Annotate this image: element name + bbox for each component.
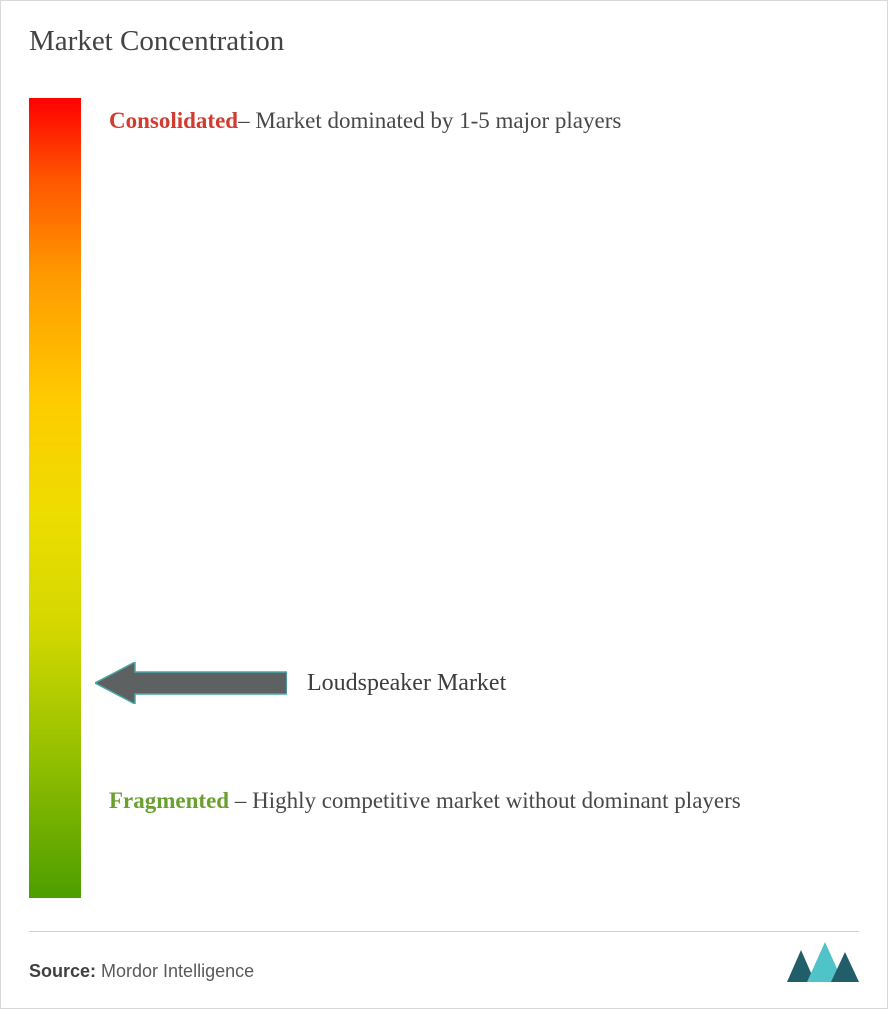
- logo-icon: [787, 942, 859, 982]
- fragmented-label: Fragmented – Highly competitive market w…: [109, 778, 839, 824]
- footer: Source: Mordor Intelligence: [29, 942, 859, 982]
- consolidated-label: Consolidated– Market dominated by 1-5 ma…: [109, 98, 839, 144]
- fragmented-description: – Highly competitive market without domi…: [229, 788, 741, 813]
- fragmented-word: Fragmented: [109, 788, 229, 813]
- consolidated-word: Consolidated: [109, 108, 238, 133]
- labels-area: Consolidated– Market dominated by 1-5 ma…: [81, 98, 859, 898]
- concentration-gradient-bar: [29, 98, 81, 898]
- arrow-left-icon: [95, 662, 287, 704]
- market-label: Loudspeaker Market: [307, 670, 506, 697]
- source-text: Mordor Intelligence: [96, 961, 254, 981]
- source-attribution: Source: Mordor Intelligence: [29, 961, 254, 982]
- consolidated-description: – Market dominated by 1-5 major players: [238, 108, 621, 133]
- page-title: Market Concentration: [29, 25, 859, 58]
- source-label: Source:: [29, 961, 96, 981]
- marker-row: Loudspeaker Market: [95, 662, 506, 704]
- footer-divider: [29, 931, 859, 932]
- infographic-container: Market Concentration Consolidated– Marke…: [0, 0, 888, 1009]
- content-area: Consolidated– Market dominated by 1-5 ma…: [29, 98, 859, 898]
